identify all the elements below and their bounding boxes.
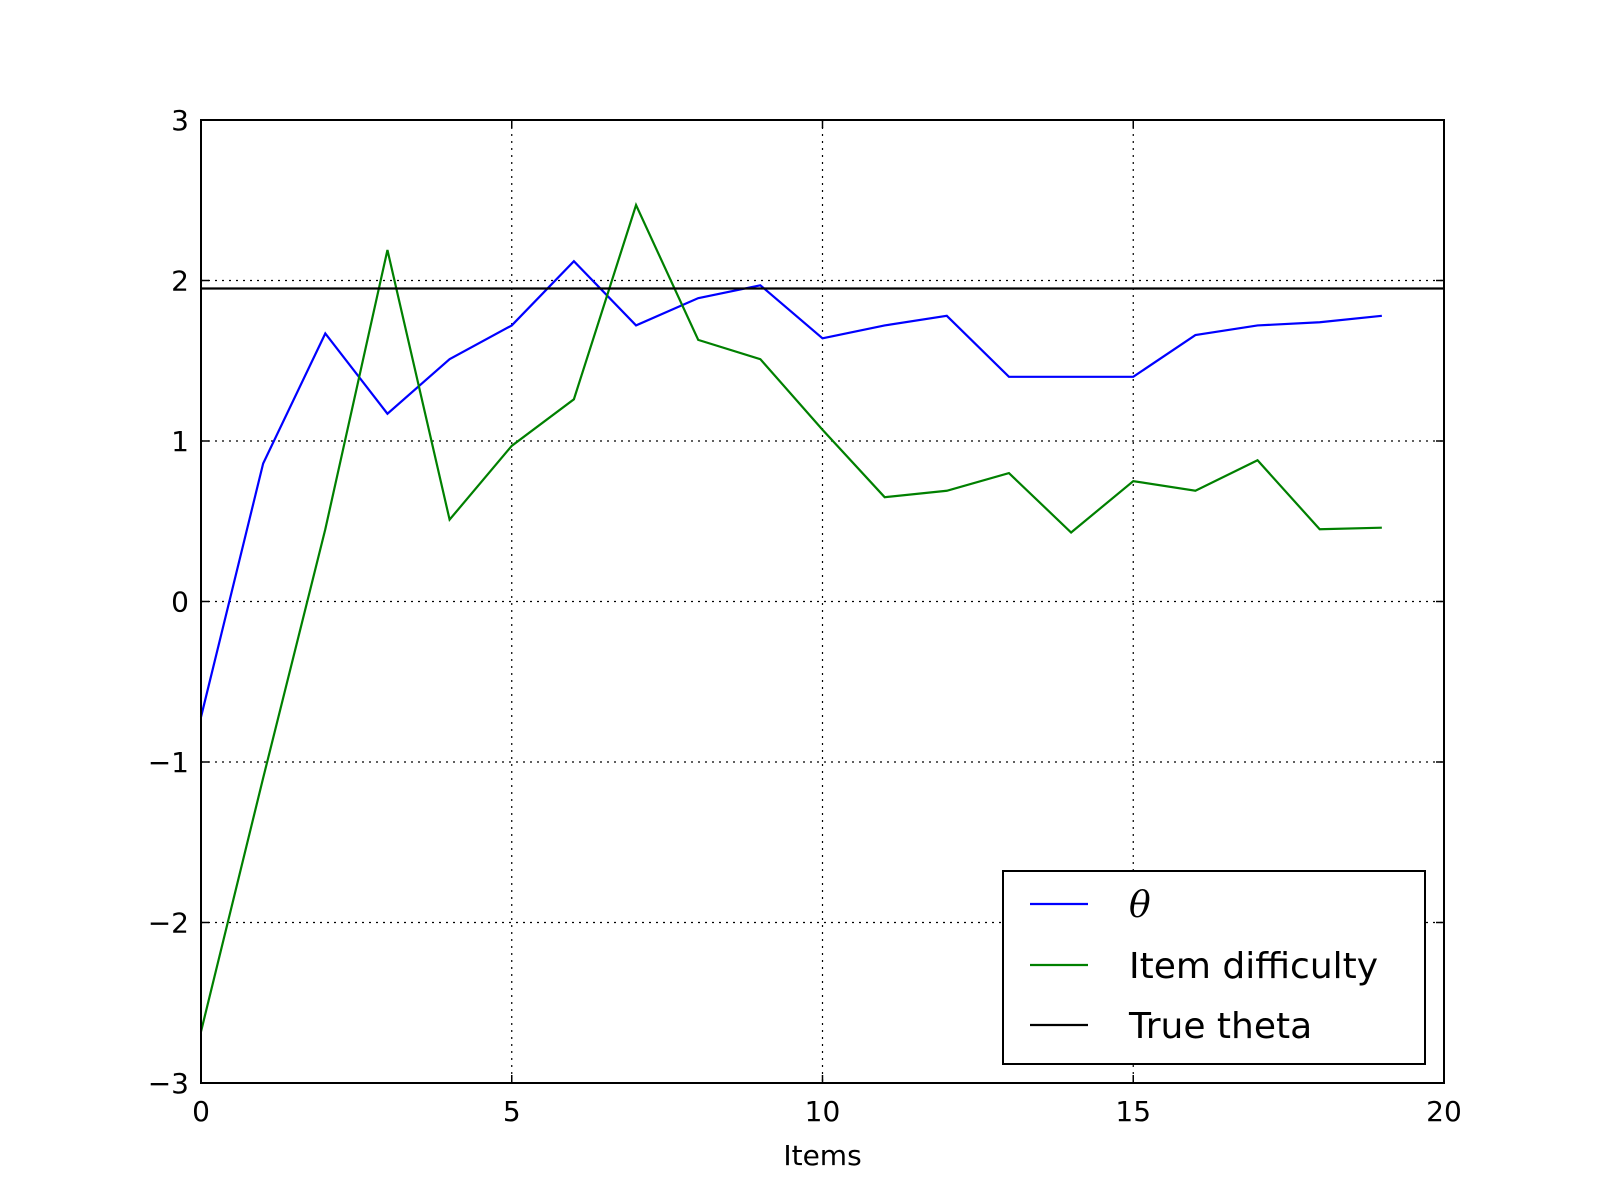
x-tick-label-0: 0 [192, 1095, 210, 1128]
legend-label-2: True theta [1128, 1006, 1312, 1047]
x-axis-label: Items [783, 1139, 861, 1172]
y-tick-label-5: 2 [171, 265, 189, 298]
axis-ticks: 0 5 10 15 20 −3 −2 −1 0 1 2 3 [148, 104, 1462, 1128]
series-line-0 [199, 259, 1382, 718]
y-tick-label-3: 0 [171, 586, 189, 619]
series-line-1 [199, 202, 1382, 1032]
x-tick-label-3: 15 [1115, 1095, 1151, 1128]
x-tick-label-1: 5 [503, 1095, 521, 1128]
y-tick-label-2: −1 [148, 746, 189, 779]
legend-label-1: Item difficulty [1129, 946, 1378, 987]
y-tick-label-4: 1 [171, 425, 189, 458]
x-tick-label-4: 20 [1426, 1095, 1462, 1128]
y-tick-label-0: −3 [148, 1067, 189, 1100]
y-tick-label-1: −2 [148, 907, 189, 940]
x-tick-label-2: 10 [805, 1095, 841, 1128]
legend: θ Item difficulty True theta [1002, 870, 1426, 1065]
y-tick-label-6: 3 [171, 104, 189, 137]
legend-label-0: θ [1129, 885, 1151, 926]
series-lines [199, 202, 1444, 1032]
